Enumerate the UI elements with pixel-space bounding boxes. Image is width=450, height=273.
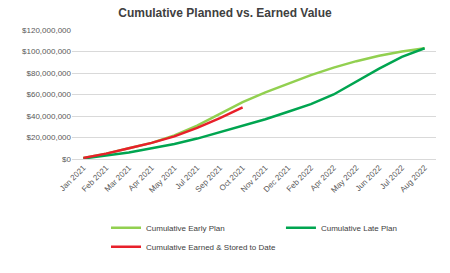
svg-text:Feb 2021: Feb 2021 [80, 163, 111, 194]
svg-text:$120,000,000: $120,000,000 [22, 26, 71, 35]
svg-text:Cumulative Earned & Stored to: Cumulative Earned & Stored to Date [146, 243, 276, 252]
svg-text:$80,000,000: $80,000,000 [27, 69, 72, 78]
svg-text:Dec 2021: Dec 2021 [262, 163, 293, 194]
svg-text:May 2022: May 2022 [329, 163, 361, 195]
svg-text:Cumulative Early Plan: Cumulative Early Plan [146, 224, 225, 233]
svg-text:Nov 2021: Nov 2021 [239, 163, 270, 194]
svg-text:Oct 2021: Oct 2021 [218, 163, 248, 193]
svg-text:$60,000,000: $60,000,000 [27, 90, 72, 99]
svg-text:$0: $0 [62, 155, 71, 164]
svg-text:Cumulative Late Plan: Cumulative Late Plan [321, 224, 397, 233]
svg-text:Feb 2022: Feb 2022 [285, 163, 316, 194]
svg-text:$20,000,000: $20,000,000 [27, 133, 72, 142]
svg-text:May 2021: May 2021 [147, 163, 179, 195]
svg-text:Cumulative Planned vs. Earned: Cumulative Planned vs. Earned Value [118, 6, 332, 20]
svg-text:Jun 2022: Jun 2022 [354, 163, 384, 193]
svg-text:Sep 2021: Sep 2021 [194, 163, 225, 194]
svg-text:Jul 2022: Jul 2022 [378, 163, 406, 191]
svg-text:Jan 2021: Jan 2021 [58, 163, 88, 193]
svg-text:Apr 2022: Apr 2022 [309, 163, 339, 193]
svg-text:$40,000,000: $40,000,000 [27, 112, 72, 121]
svg-text:Aug 2022: Aug 2022 [398, 163, 429, 194]
svg-text:$100,000,000: $100,000,000 [22, 47, 71, 56]
svg-text:Apr 2021: Apr 2021 [127, 163, 157, 193]
svg-text:Mar 2021: Mar 2021 [103, 163, 134, 194]
svg-text:Jul 2021: Jul 2021 [174, 163, 202, 191]
